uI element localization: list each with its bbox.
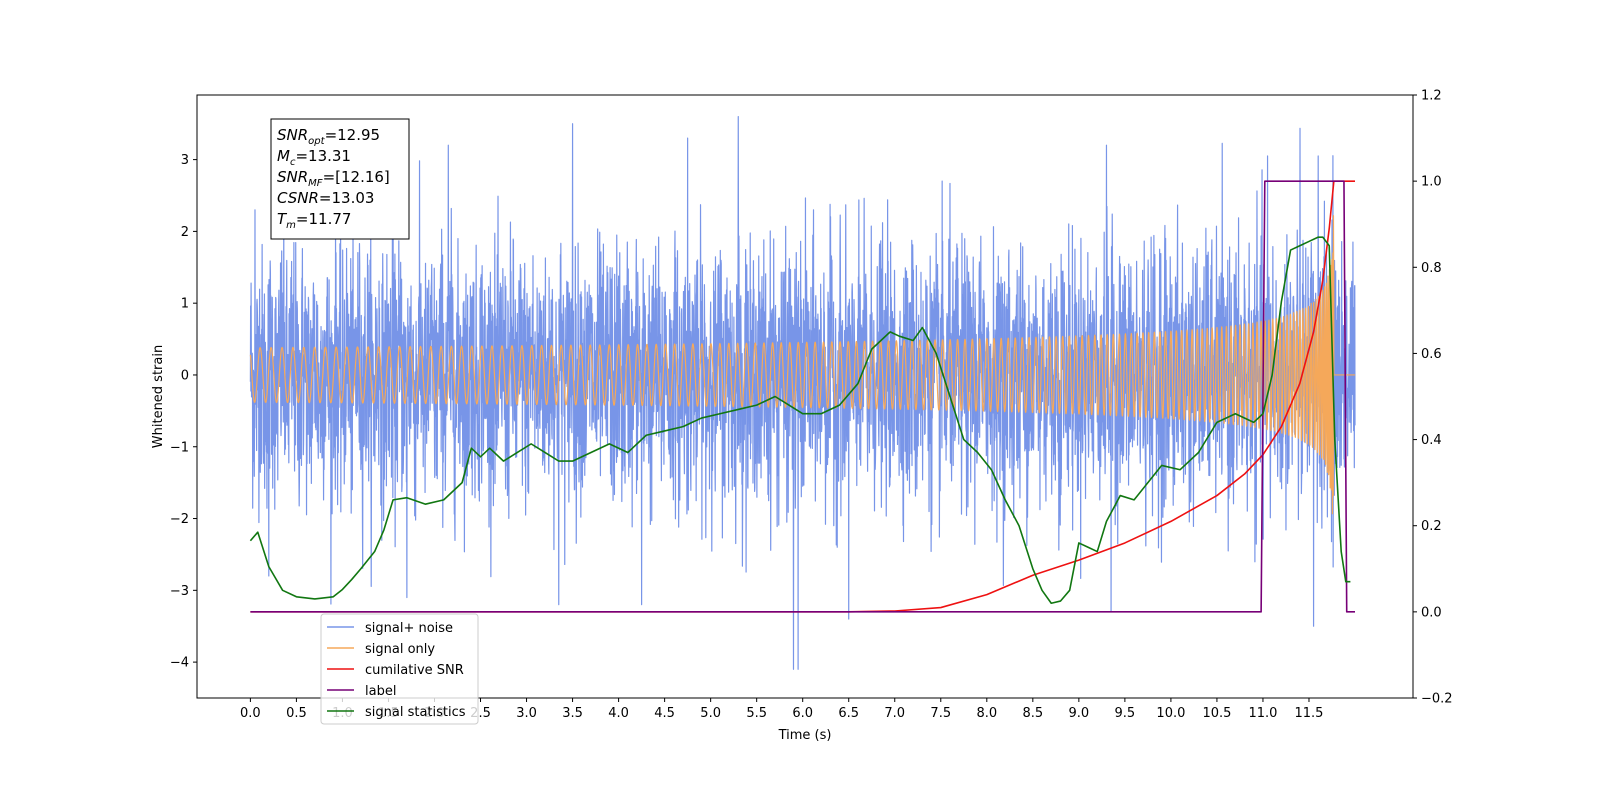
legend-label: label (365, 684, 396, 699)
y-tick-label-left: 3 (181, 153, 189, 168)
x-tick-label: 6.5 (838, 706, 859, 721)
x-tick-label: 5.0 (700, 706, 721, 721)
series-2-line (249, 215, 1356, 515)
x-tick-label: 11.0 (1248, 706, 1277, 721)
legend-label: signal only (365, 642, 435, 657)
x-tick-label: 10.5 (1202, 706, 1231, 721)
x-tick-label: 8.5 (1022, 706, 1043, 721)
annotation-line: Mc=13.31 (277, 147, 351, 168)
x-tick-label: 10.0 (1156, 706, 1185, 721)
x-tick-label: 8.0 (976, 706, 997, 721)
legend: signal+ noise signal only cumilative SNR la… (320, 613, 479, 725)
y-tick-label-right: 0.0 (1421, 605, 1442, 620)
legend-frame (320, 613, 479, 725)
y-tick-label-right: 0.8 (1421, 261, 1442, 276)
x-tick-label: 11.5 (1295, 706, 1324, 721)
x-tick-label: 3.5 (562, 706, 583, 721)
y-axis-label: Whitened strain (151, 345, 166, 448)
y-tick-label-right: 0.4 (1421, 433, 1442, 448)
x-tick-label: 0.5 (286, 706, 307, 721)
series-5-line (249, 236, 1351, 605)
x-tick-label: 9.5 (1115, 706, 1136, 721)
y-tick-label-left: 2 (181, 225, 189, 240)
y-tick-label-right: 0.2 (1421, 519, 1442, 534)
y-tick-label-right: 1.0 (1421, 175, 1442, 190)
legend-label: signal statistics (365, 705, 466, 720)
annotation-line: Tm=11.77 (277, 210, 351, 231)
y-axis-right: −0.2 0.0 0.2 0.4 0.6 0.8 1.0 1.2 (1413, 89, 1453, 707)
series-4-line (250, 180, 1356, 613)
y-tick-label-right: 1.2 (1421, 89, 1442, 104)
x-tick-label: 7.0 (884, 706, 905, 721)
annotation-line: SNRopt=12.95 (277, 126, 380, 147)
x-tick-label: 3.0 (516, 706, 537, 721)
y-tick-label-left: −4 (170, 656, 189, 671)
x-tick-label: 6.0 (792, 706, 813, 721)
legend-label: signal+ noise (365, 621, 453, 636)
y-tick-label-right: 0.6 (1421, 347, 1442, 362)
series-3-line (250, 180, 1356, 613)
series-1-line (249, 115, 1356, 670)
x-tick-label: 5.5 (746, 706, 767, 721)
y-tick-label-right: −0.2 (1421, 692, 1453, 707)
y-tick-label-left: 1 (181, 297, 189, 312)
x-axis-label: Time (s) (778, 728, 832, 743)
x-tick-label: 7.5 (930, 706, 951, 721)
legend-label: cumilative SNR (365, 663, 464, 678)
y-tick-label-left: −3 (170, 584, 189, 599)
x-tick-label: 4.0 (608, 706, 629, 721)
y-tick-label-left: −1 (170, 440, 189, 455)
annotation-line: CSNR=13.03 (277, 189, 374, 207)
x-tick-label: 0.0 (240, 706, 261, 721)
y-axis-left: −4 −3 −2 −1 0 1 2 3 (170, 153, 197, 671)
y-tick-label-left: 0 (181, 368, 189, 383)
annotation-frame (270, 118, 410, 240)
annotation-box: SNRopt=12.95Mc=13.31SNRMF=[12.16]CSNR=13… (270, 118, 410, 240)
y-tick-label-left: −2 (170, 512, 189, 527)
annotation-line: SNRMF=[12.16] (277, 168, 390, 189)
plot-frame (196, 94, 1414, 699)
x-tick-label: 4.5 (654, 706, 675, 721)
x-tick-label: 9.0 (1069, 706, 1090, 721)
series-layer (249, 115, 1356, 670)
